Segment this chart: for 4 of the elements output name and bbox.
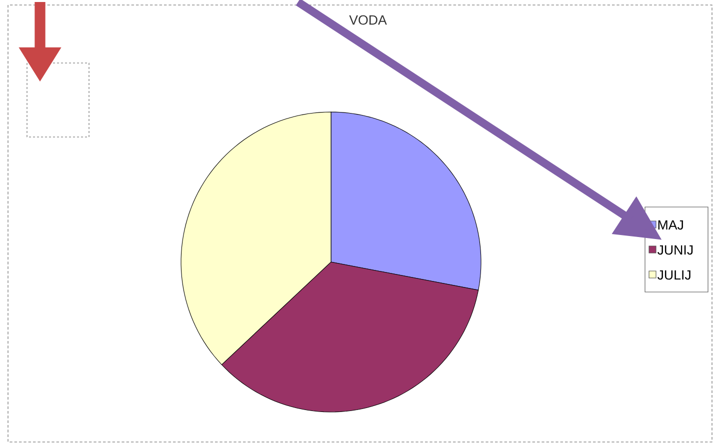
legend-label: JULIJ [657, 270, 690, 280]
chart-title: VODA [349, 15, 387, 25]
legend-label: MAJ [658, 220, 683, 230]
legend-label: JUNIJ [657, 245, 693, 255]
